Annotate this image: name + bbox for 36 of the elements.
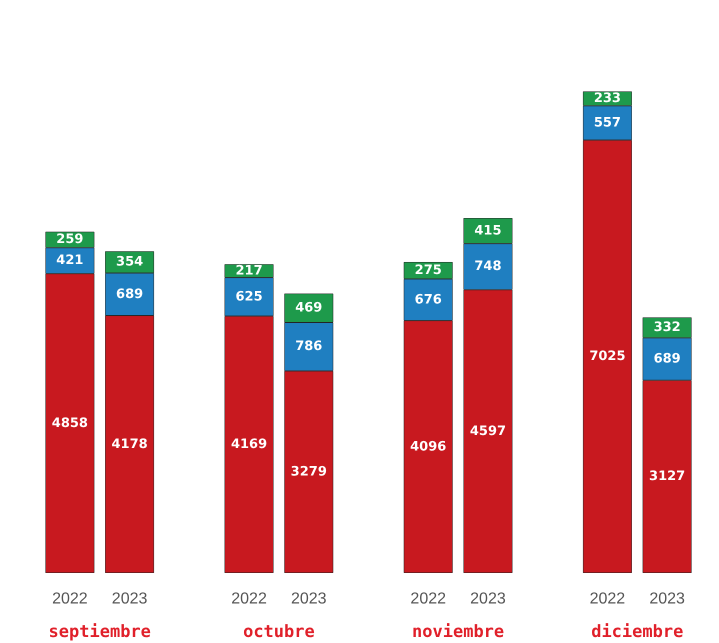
data-label: 233 <box>594 91 621 106</box>
data-label: 415 <box>474 223 502 238</box>
data-label: 469 <box>295 300 322 316</box>
data-label: 354 <box>116 254 144 270</box>
x-tick-label: 2022 <box>590 590 626 608</box>
data-label: 275 <box>414 262 442 278</box>
data-label: 332 <box>654 320 681 336</box>
data-label: 786 <box>295 339 322 354</box>
data-label: 421 <box>56 253 84 268</box>
data-label: 748 <box>474 259 502 274</box>
data-label: 3127 <box>649 469 686 484</box>
x-tick-label: 2023 <box>290 590 327 608</box>
x-tick-label: 2022 <box>231 590 267 608</box>
x-tick-label: 2022 <box>410 590 446 608</box>
data-label: 7025 <box>589 349 626 364</box>
data-label: 3279 <box>290 464 327 480</box>
data-label: 4858 <box>52 416 88 431</box>
data-label: 4178 <box>111 436 148 452</box>
text: diciembre <box>591 622 684 642</box>
data-label: 259 <box>56 232 84 248</box>
data-label: 4597 <box>470 424 506 439</box>
data-label: 689 <box>116 286 144 302</box>
x-tick-label: 2023 <box>112 590 148 608</box>
data-label: 676 <box>414 292 442 308</box>
x-tick-label: 2023 <box>470 590 506 608</box>
x-tick-label: 2023 <box>649 590 686 608</box>
data-label: 625 <box>235 289 263 304</box>
data-label: 4096 <box>410 439 446 454</box>
x-tick-label: 2022 <box>52 590 88 608</box>
text: septiembre <box>48 622 151 642</box>
text: noviembre <box>412 622 504 642</box>
text: octubre <box>243 622 315 642</box>
data-label: 689 <box>654 352 681 367</box>
data-label: 4169 <box>230 437 268 452</box>
data-label: 217 <box>235 263 263 278</box>
data-label: 557 <box>594 115 621 130</box>
